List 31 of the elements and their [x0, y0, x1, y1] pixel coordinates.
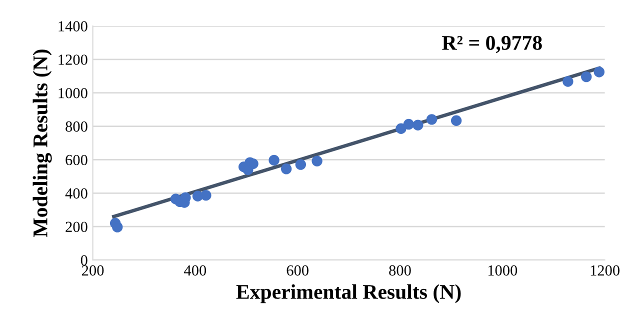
- y-tick-label: 1200: [58, 54, 88, 65]
- x-tick-label: 1000: [488, 265, 518, 276]
- x-tick-label: 400: [184, 265, 206, 276]
- point: [403, 118, 414, 130]
- point: [112, 222, 123, 232]
- x-tick-label: 600: [286, 265, 308, 276]
- x-tick-label: 800: [389, 265, 411, 276]
- y-tick-label: 1400: [58, 21, 88, 32]
- x-axis-title: Experimental Results (N): [236, 284, 461, 304]
- y-tick-label: 400: [65, 188, 88, 199]
- annotation: R² = 0,9778: [442, 36, 542, 53]
- point: [426, 114, 438, 125]
- y-tick-label: 0: [80, 255, 88, 266]
- point: [268, 154, 280, 166]
- point: [200, 190, 212, 201]
- point: [295, 159, 306, 170]
- y-axis-title: Modeling Results (N): [32, 50, 52, 237]
- point: [396, 123, 406, 134]
- point: [412, 120, 424, 130]
- point: [581, 71, 592, 82]
- x-tick-label: 200: [82, 265, 104, 276]
- y-tick-label: 200: [66, 222, 88, 232]
- point: [562, 76, 574, 87]
- point: [594, 66, 605, 78]
- point: [280, 164, 292, 174]
- y-tick-label: 800: [66, 121, 88, 132]
- point: [450, 115, 462, 126]
- y-tick-label: 1000: [58, 88, 88, 98]
- x-tick-label: 1200: [590, 265, 620, 276]
- y-tick-label: 600: [66, 154, 88, 166]
- point: [312, 156, 322, 166]
